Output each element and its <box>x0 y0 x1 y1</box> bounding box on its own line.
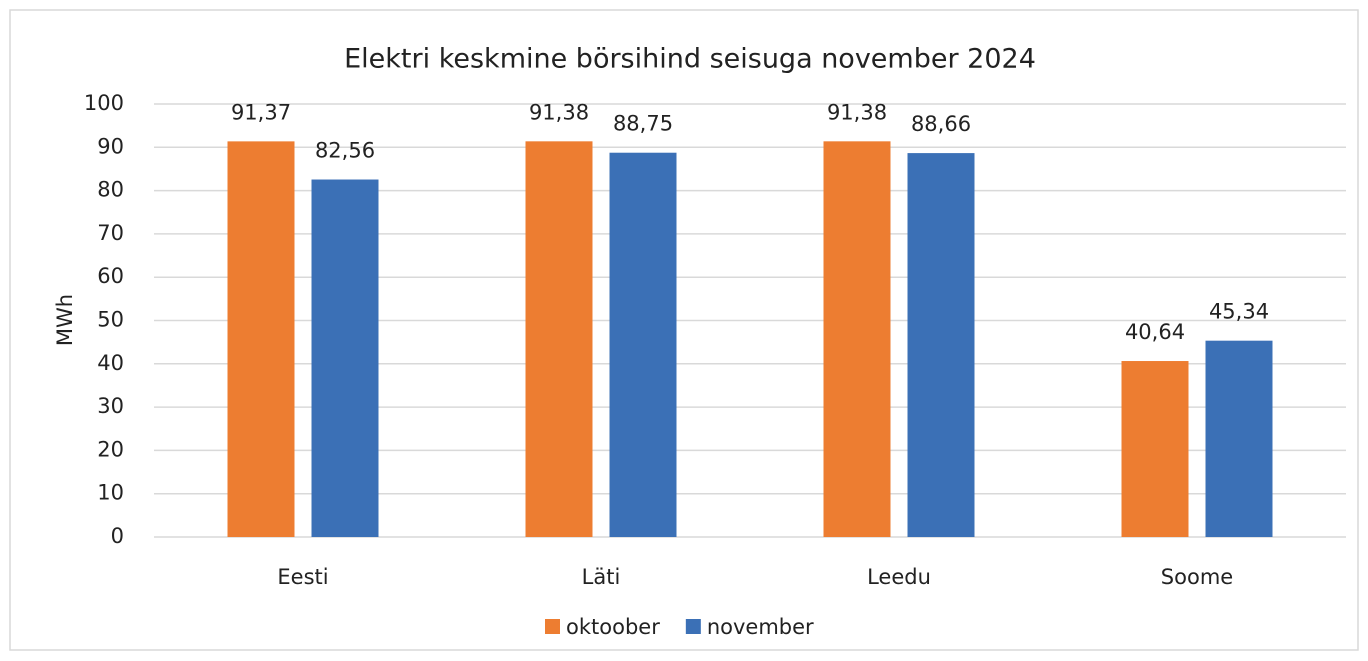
y-tick-label: 30 <box>97 394 124 418</box>
x-tick-label: Leedu <box>867 565 931 589</box>
legend-swatch <box>545 619 560 634</box>
data-label: 91,38 <box>827 100 887 124</box>
y-axis-label: MWh <box>53 294 77 346</box>
y-tick-label: 100 <box>84 91 124 115</box>
data-label: 40,64 <box>1125 320 1185 344</box>
data-label: 88,75 <box>613 112 673 136</box>
data-label: 91,38 <box>529 100 589 124</box>
bar <box>227 141 295 537</box>
legend-label: november <box>707 615 814 639</box>
y-tick-label: 90 <box>97 134 124 158</box>
y-tick-label: 50 <box>97 308 124 332</box>
data-label: 91,37 <box>231 100 291 124</box>
x-tick-label: Läti <box>582 565 621 589</box>
y-tick-label: 80 <box>97 178 124 202</box>
y-tick-label: 40 <box>97 351 124 375</box>
chart-title: Elektri keskmine börsihind seisuga novem… <box>344 44 1036 75</box>
x-tick-label: Soome <box>1161 565 1233 589</box>
y-tick-label: 20 <box>97 437 124 461</box>
bar <box>525 141 593 538</box>
bar <box>1205 340 1273 537</box>
y-tick-label: 10 <box>97 481 124 505</box>
y-tick-label: 70 <box>97 221 124 245</box>
legend-label: oktoober <box>566 615 660 639</box>
data-label: 82,56 <box>315 139 375 163</box>
legend-swatch <box>685 619 701 634</box>
y-tick-label: 60 <box>97 264 124 288</box>
bar <box>311 179 379 537</box>
data-label: 88,66 <box>911 112 971 136</box>
data-label: 45,34 <box>1209 300 1269 324</box>
bar <box>907 153 975 537</box>
bar <box>823 141 891 538</box>
bar <box>609 152 677 537</box>
x-tick-label: Eesti <box>277 565 328 589</box>
bar <box>1121 361 1189 537</box>
y-tick-label: 0 <box>111 524 124 548</box>
